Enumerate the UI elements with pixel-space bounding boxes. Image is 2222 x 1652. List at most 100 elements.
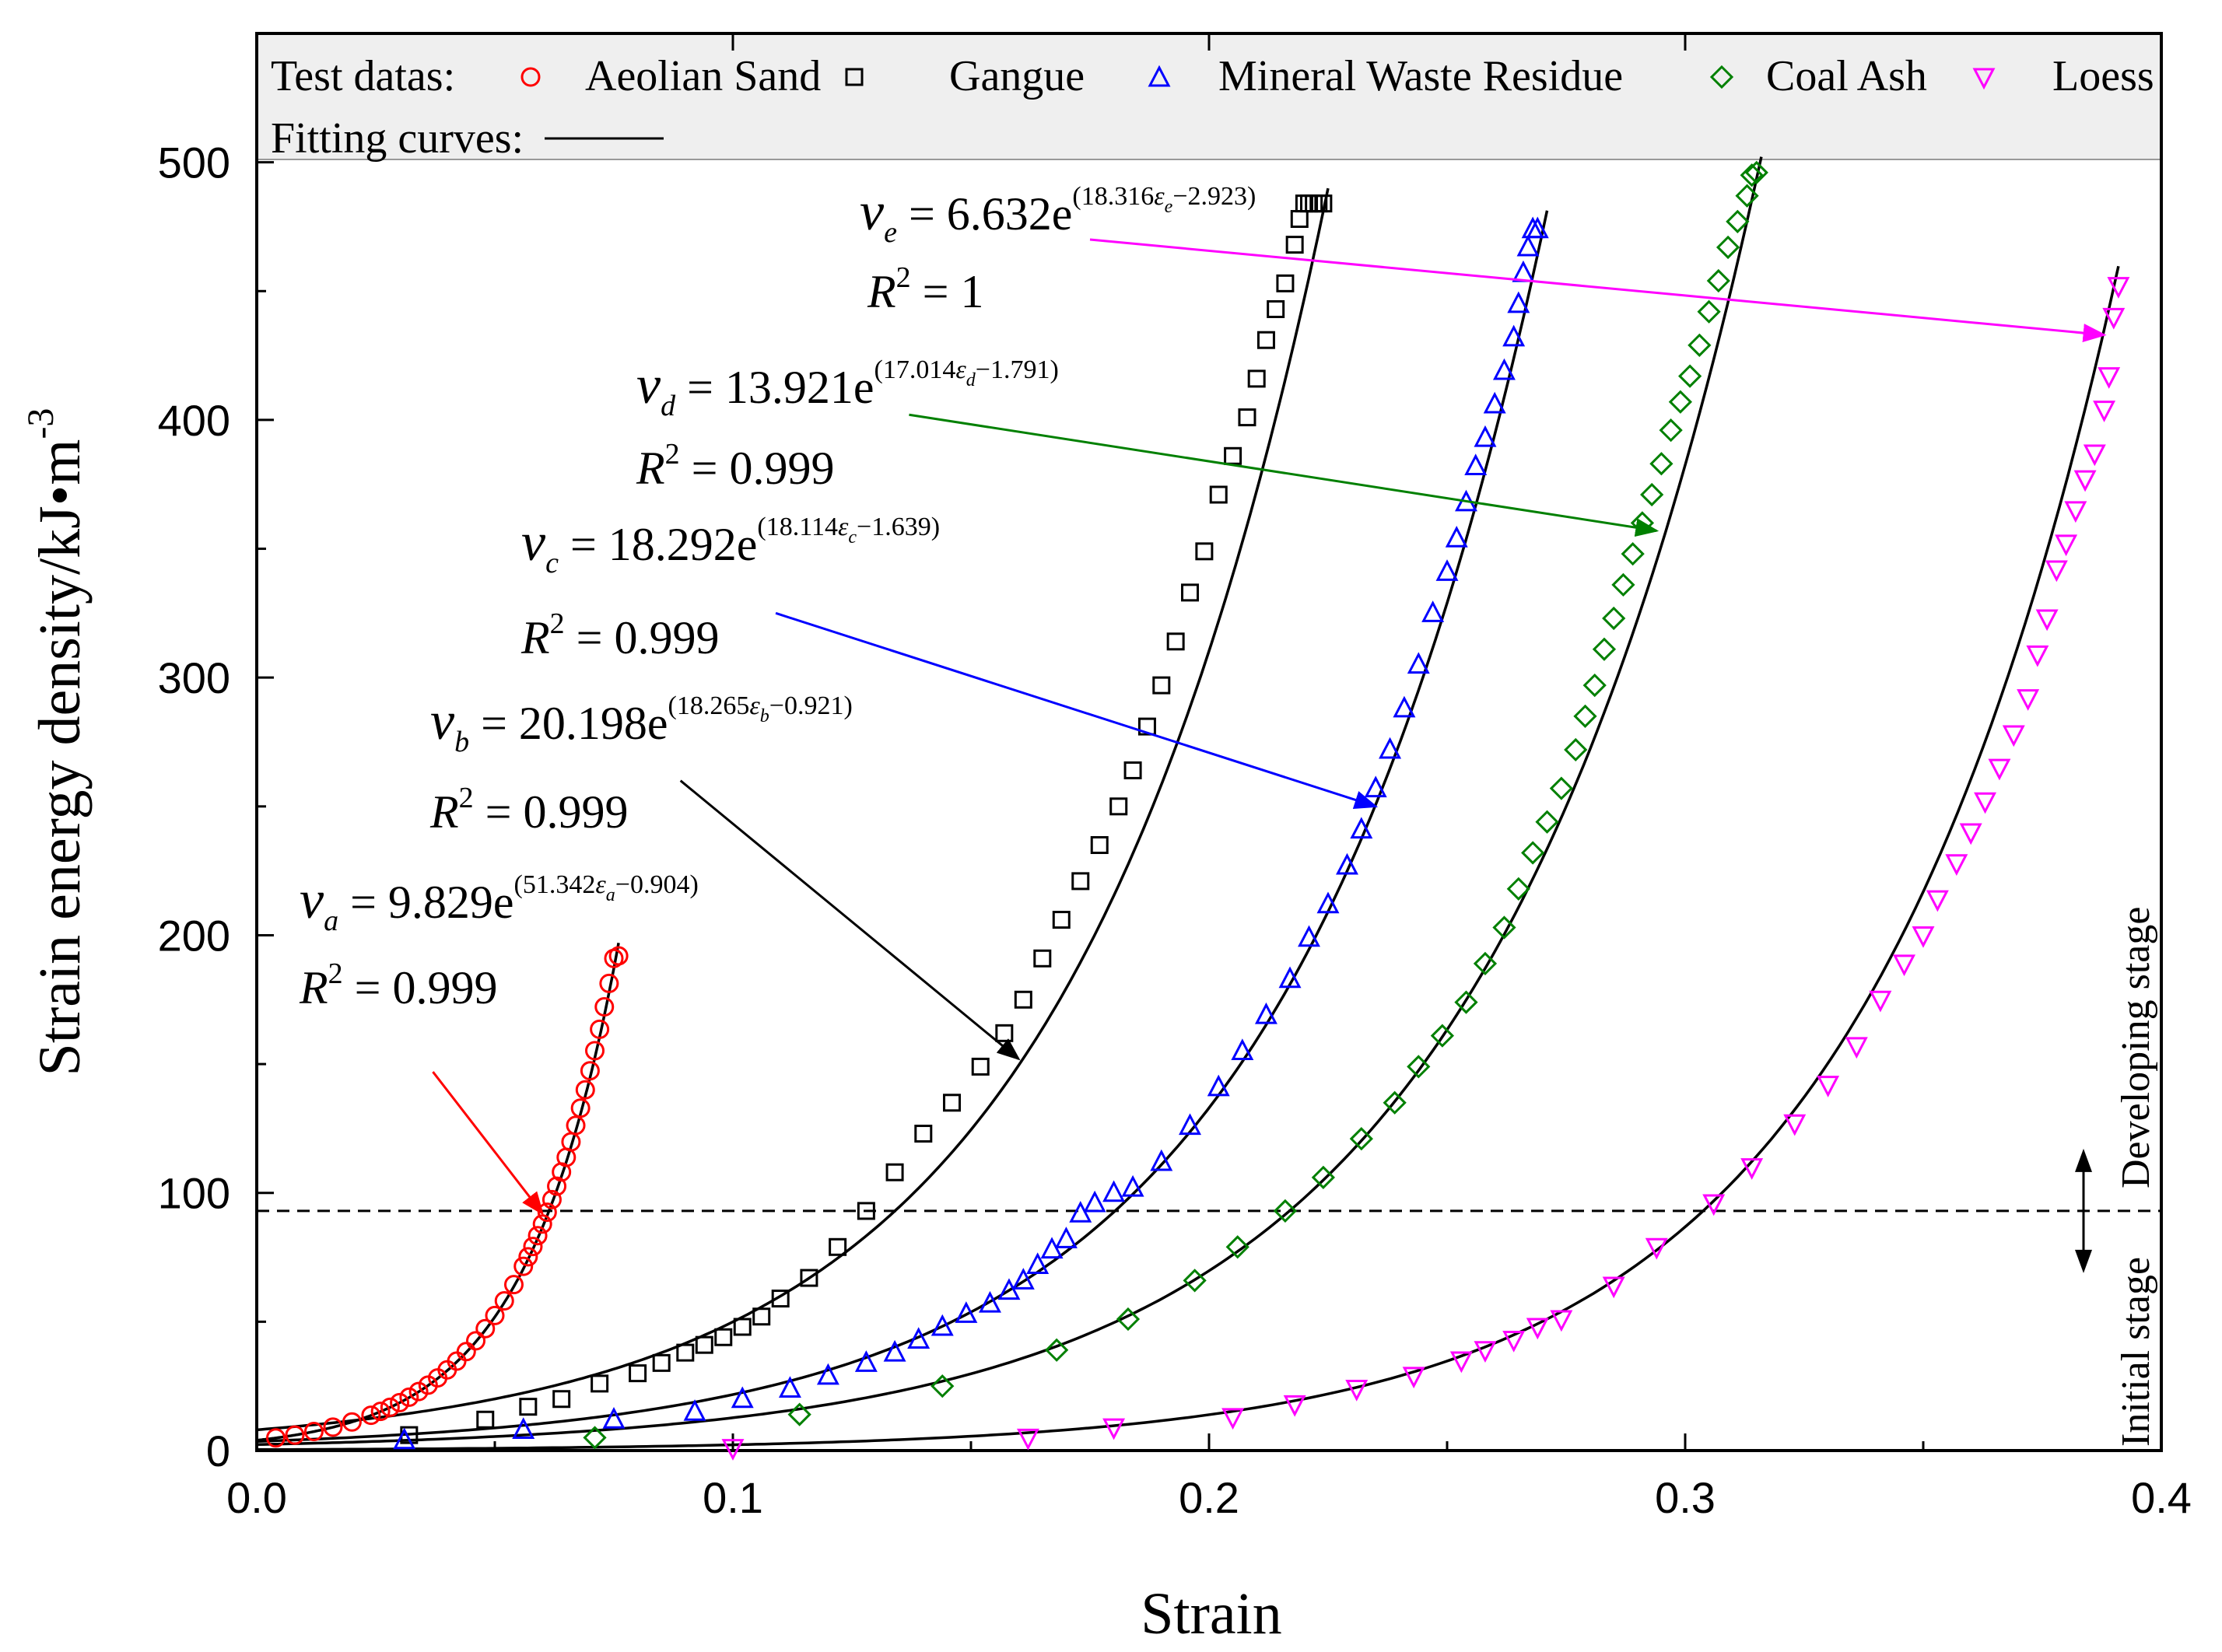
- equation-exponent-open: (17.014: [874, 355, 956, 384]
- r-squared-superscript: 2: [328, 957, 343, 990]
- data-point: [475, 1318, 496, 1339]
- data-point: [547, 1176, 567, 1196]
- data-point: [370, 1402, 391, 1422]
- data-point: [816, 1363, 839, 1385]
- data-point: [1688, 333, 1712, 357]
- data-point: [580, 1061, 600, 1081]
- data-point: [1278, 966, 1302, 989]
- data-point: [519, 1398, 538, 1416]
- equation-symbol: ν: [300, 870, 324, 930]
- x-tick-label: 0.3: [1655, 1473, 1716, 1522]
- equation-subscript: c: [545, 547, 559, 579]
- data-point: [1336, 852, 1358, 875]
- fit-curve-gangue: [256, 187, 1330, 1432]
- y-axis-title-main: Strain energy density/kJ•m: [27, 439, 93, 1076]
- data-point: [1102, 1418, 1126, 1440]
- data-point: [1071, 872, 1090, 891]
- data-point: [476, 1410, 495, 1429]
- equation-exponent-subscript: d: [966, 370, 976, 390]
- data-point: [1183, 1269, 1207, 1293]
- r-squared-label: R: [429, 786, 459, 838]
- data-point: [591, 1374, 609, 1393]
- data-point: [390, 1392, 410, 1412]
- data-point: [566, 1115, 586, 1136]
- data-point: [652, 1353, 671, 1372]
- data-point: [1492, 358, 1516, 380]
- data-point: [1483, 391, 1506, 414]
- data-point: [1285, 236, 1304, 254]
- legend-label-aeolian-sand: Aeolian Sand: [585, 52, 821, 100]
- data-point: [2102, 307, 2126, 330]
- y-axis-title-superscript: -3: [20, 408, 61, 439]
- data-point: [523, 1237, 543, 1257]
- equation-subscript: d: [661, 390, 676, 422]
- legend-test-label: Test datas:: [271, 52, 455, 100]
- data-point: [1150, 1149, 1173, 1171]
- data-point: [1549, 776, 1574, 800]
- data-point: [1407, 1055, 1431, 1079]
- equation-exponent-open: (18.265: [668, 691, 750, 720]
- data-point: [1052, 911, 1071, 929]
- legend-label-gangue: Gangue: [949, 52, 1085, 100]
- data-point: [1166, 632, 1185, 651]
- data-point: [570, 1098, 591, 1118]
- data-point: [1102, 1180, 1126, 1202]
- data-point: [1054, 1227, 1078, 1248]
- data-point: [1311, 1165, 1336, 1189]
- equation-exponent-subscript: a: [606, 885, 615, 905]
- data-point: [599, 973, 619, 993]
- data-point: [979, 1290, 1001, 1313]
- arrow-e: [1089, 238, 2107, 343]
- data-point: [1316, 891, 1340, 914]
- data-point: [1247, 369, 1266, 388]
- equation-exponent-open: (18.316: [1072, 182, 1154, 211]
- fit-curve-loess: [257, 265, 2120, 1451]
- series-loess: [721, 277, 2130, 1461]
- equation-exponent-subscript: b: [760, 706, 769, 726]
- data-point: [1033, 949, 1052, 968]
- data-point: [1179, 1113, 1201, 1136]
- equation-exponent-subscript: c: [848, 527, 857, 548]
- data-point: [1502, 324, 1526, 347]
- data-point: [1516, 234, 1540, 257]
- data-point: [721, 1439, 745, 1461]
- stage-label-initial: Initial stage: [2114, 1257, 2158, 1447]
- data-point: [752, 1307, 771, 1326]
- data-point: [1697, 299, 1721, 324]
- data-point: [1926, 890, 1949, 912]
- data-point: [512, 1417, 535, 1439]
- data-point: [771, 1290, 790, 1308]
- data-point: [1254, 1002, 1277, 1024]
- data-point: [1677, 364, 1702, 388]
- arrow-b: [679, 779, 1021, 1061]
- data-point: [955, 1301, 978, 1323]
- data-point: [408, 1381, 429, 1402]
- arrow-c: [775, 611, 1379, 809]
- data-point: [1276, 274, 1295, 292]
- data-point: [714, 1328, 733, 1346]
- r-squared-value: = 0.999: [474, 786, 629, 838]
- data-point: [608, 946, 629, 966]
- legend-marker-aeolian-sand: [520, 67, 541, 87]
- data-point: [1645, 1237, 1668, 1260]
- data-point: [1506, 877, 1530, 901]
- y-tick-label: 0: [206, 1426, 230, 1475]
- data-point: [997, 1278, 1021, 1300]
- data-point: [1621, 542, 1645, 566]
- equation-exponent-open: (51.342: [514, 870, 596, 899]
- data-point: [1526, 216, 1549, 239]
- data-point: [466, 1331, 486, 1351]
- r-squared-label: R: [520, 612, 550, 663]
- data-point: [1383, 1090, 1407, 1115]
- data-point: [995, 1024, 1014, 1042]
- data-point: [380, 1397, 400, 1417]
- data-point: [1521, 841, 1545, 865]
- equation-body: = 18.292e: [559, 519, 757, 570]
- data-point: [1945, 854, 1968, 876]
- y-tick-label: 300: [158, 653, 230, 702]
- equation-exponent-close: −1.791): [976, 355, 1059, 384]
- data-point: [1225, 1235, 1249, 1259]
- data-point: [1702, 1194, 1726, 1216]
- data-point: [778, 1376, 801, 1398]
- data-point: [2093, 401, 2116, 422]
